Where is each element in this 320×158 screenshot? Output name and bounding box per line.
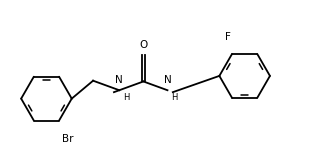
Text: N: N [164,75,171,85]
Text: H: H [124,93,130,102]
Text: O: O [139,40,148,51]
Text: H: H [172,93,178,102]
Text: Br: Br [62,134,73,144]
Text: F: F [225,32,231,42]
Text: N: N [116,75,123,85]
